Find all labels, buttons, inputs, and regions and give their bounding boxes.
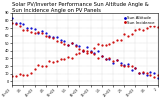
Text: Solar PV/Inverter Performance Sun Altitude Angle & Sun Incidence Angle on PV Pan: Solar PV/Inverter Performance Sun Altitu… (12, 2, 149, 13)
Legend: Sun Altitude, Sun Incidence: Sun Altitude, Sun Incidence (123, 15, 156, 26)
